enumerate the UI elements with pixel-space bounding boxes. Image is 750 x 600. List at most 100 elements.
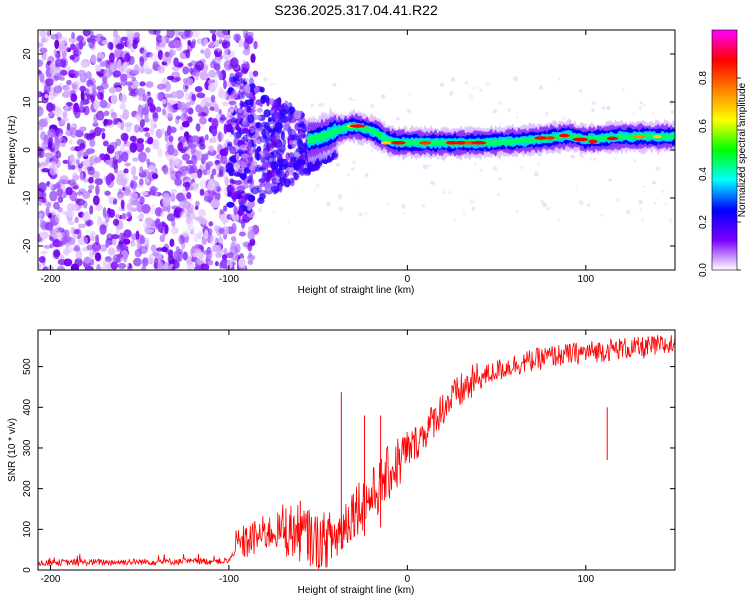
heatmap-noise-cell: [174, 76, 182, 82]
heatmap-transition-cell: [229, 178, 235, 184]
heatmap-noise-cell: [46, 114, 51, 124]
heatmap-faint-cell: [468, 94, 474, 100]
heatmap-noise-cell: [169, 165, 174, 176]
heatmap-noise-cell: [174, 30, 181, 38]
heatmap-faint-cell: [557, 217, 561, 221]
heatmap-noise-cell: [137, 95, 143, 102]
heatmap-noise-cell: [109, 61, 114, 73]
heatmap-noise-cell: [41, 51, 47, 61]
heatmap-noise-cell: [215, 225, 223, 237]
heatmap-noise-cell: [116, 244, 124, 250]
heatmap-noise-cell: [68, 139, 73, 145]
heatmap-noise-cell: [181, 153, 191, 161]
heatmap-noise-cell: [214, 159, 221, 165]
heatmap-faint-cell: [593, 157, 597, 161]
heatmap-noise-cell: [115, 213, 121, 219]
heatmap-noise-cell: [104, 190, 111, 196]
heatmap-transition-cell: [247, 194, 256, 203]
heatmap-noise-cell: [198, 112, 208, 117]
heatmap-peak-cell: [572, 137, 589, 142]
heatmap-faint-cell: [450, 77, 456, 82]
heatmap-faint-cell: [591, 108, 595, 113]
heatmap-transition-cell: [285, 152, 290, 162]
heatmap-transition-cell: [242, 134, 248, 142]
heatmap-transition-cell: [302, 143, 308, 150]
heatmap-peak-cell: [632, 134, 646, 139]
heatmap-noise-cell: [58, 207, 63, 213]
heatmap-transition-cell: [271, 136, 277, 147]
heatmap-noise-cell: [39, 47, 48, 54]
colorbar-ticks: 0.0 0.2 0.4 0.6 0.8: [698, 71, 741, 277]
heatmap-noise-cell: [202, 38, 209, 45]
heatmap-faint-cell: [422, 164, 428, 170]
heatmap-noise-cell: [248, 225, 255, 232]
heatmap-noise-cell: [93, 99, 100, 111]
heatmap-faint-cell: [507, 108, 511, 112]
heatmap-noise-cell: [42, 197, 47, 204]
heatmap-noise-cell: [187, 40, 192, 46]
heatmap-transition-cell: [288, 114, 296, 124]
heatmap-transition-cell: [244, 156, 253, 166]
heatmap-transition-cell: [236, 185, 246, 192]
spectrogram-ytick-label: -10: [22, 190, 33, 205]
heatmap-peak-cell: [588, 139, 598, 144]
heatmap-noise-cell: [164, 224, 169, 235]
heatmap-transition-cell: [241, 196, 247, 204]
heatmap-transition-cell: [237, 160, 245, 165]
heatmap-transition-cell: [263, 142, 270, 153]
heatmap-noise-cell: [128, 91, 137, 97]
heatmap-faint-cell: [402, 212, 406, 216]
heatmap-faint-cell: [538, 85, 544, 90]
heatmap-noise-cell: [68, 73, 76, 78]
heatmap-noise-cell: [124, 186, 131, 194]
heatmap-noise-cell: [223, 248, 228, 254]
heatmap-transition-cell: [253, 86, 260, 93]
heatmap-noise-cell: [112, 118, 118, 125]
heatmap-noise-cell: [98, 128, 106, 133]
heatmap-noise-cell: [89, 30, 94, 37]
spectrogram-xtick-label: 0: [405, 274, 411, 285]
heatmap-noise-cell: [124, 162, 132, 167]
heatmap-transition-cell: [228, 76, 234, 83]
heatmap-noise-cell: [107, 247, 116, 256]
heatmap-noise-cell: [147, 136, 154, 145]
heatmap-noise-cell: [193, 232, 200, 243]
heatmap-peak-cell: [534, 136, 548, 140]
heatmap-noise-cell: [82, 178, 89, 183]
colorbar-frame: [711, 29, 738, 271]
heatmap-noise-cell: [86, 244, 94, 251]
heatmap-faint-cell: [545, 112, 549, 116]
heatmap-noise-cell: [73, 80, 81, 86]
heatmap-noise-cell: [84, 265, 94, 270]
heatmap-faint-cell: [608, 178, 612, 182]
heatmap-noise-cell: [207, 228, 213, 235]
heatmap-noise-cell: [38, 59, 44, 68]
heatmap-transition-cell: [233, 172, 242, 177]
heatmap-noise-cell: [76, 35, 84, 42]
heatmap-noise-cell: [79, 142, 86, 150]
heatmap-transition-cell: [253, 115, 262, 121]
heatmap-noise-cell: [68, 155, 75, 166]
heatmap-faint-cell: [270, 109, 275, 115]
heatmap-noise-cell: [120, 36, 129, 41]
heatmap-noise-cell: [67, 220, 75, 226]
heatmap-peak-cell: [391, 141, 406, 145]
heatmap-peak-cell: [419, 141, 432, 145]
heatmap-noise-cell: [91, 242, 101, 252]
heatmap-faint-cell: [337, 194, 343, 199]
heatmap-transition-cell: [255, 122, 261, 129]
heatmap-noise-cell: [240, 67, 249, 74]
heatmap-faint-cell: [332, 82, 337, 87]
spectrogram-ytick-label: 10: [22, 96, 33, 108]
heatmap-noise-cell: [192, 182, 196, 187]
heatmap-faint-cell: [641, 218, 645, 221]
heatmap-noise-cell: [241, 63, 248, 70]
heatmap-noise-cell: [220, 154, 228, 165]
heatmap-faint-cell: [664, 203, 667, 206]
heatmap-noise-cell: [126, 39, 133, 49]
figure-title: S236.2025.317.04.41.R22: [274, 2, 438, 18]
heatmap-noise-cell: [173, 250, 181, 260]
heatmap-noise-cell: [182, 181, 192, 188]
heatmap-faint-cell: [606, 105, 611, 110]
heatmap-noise-cell: [49, 110, 54, 118]
